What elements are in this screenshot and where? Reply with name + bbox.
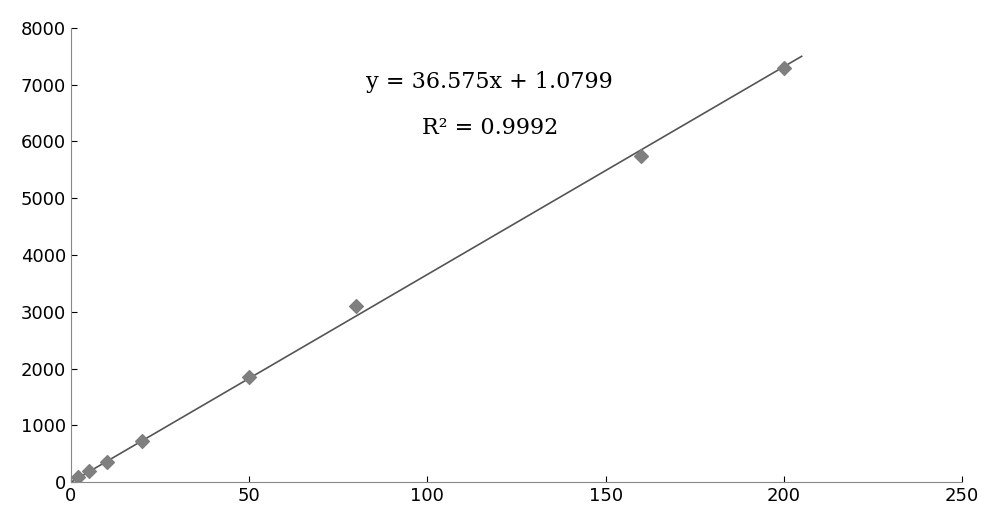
Point xyxy=(70,472,86,481)
Point xyxy=(241,373,257,381)
Point xyxy=(776,64,792,72)
Text: R² = 0.9992: R² = 0.9992 xyxy=(422,117,558,139)
Point xyxy=(81,467,97,475)
Point xyxy=(348,302,364,310)
Point xyxy=(633,151,649,160)
Text: y = 36.575x + 1.0799: y = 36.575x + 1.0799 xyxy=(366,72,613,94)
Point xyxy=(134,437,150,445)
Point xyxy=(99,457,115,466)
